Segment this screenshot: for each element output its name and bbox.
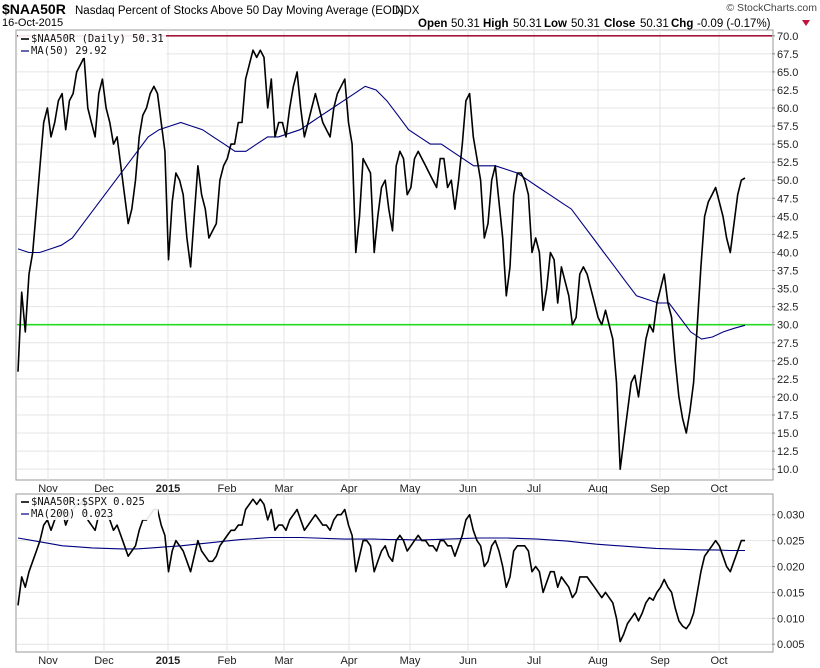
main-y-tick-label: 10.0: [777, 464, 798, 476]
chg-value: -0.09 (-0.17%): [697, 18, 771, 30]
main-x-tick-label: Jul: [527, 483, 541, 495]
lower-x-tick-label: Dec: [94, 655, 114, 667]
lower-y-axis: 0.030 0.025 0.020 0.015 0.010 0.005: [772, 510, 805, 651]
main-y-tick-label: 50.0: [777, 175, 798, 187]
lower-x-tick-label: Sep: [650, 655, 670, 667]
main-x-tick-label: May: [400, 483, 421, 495]
chart-date: 16-Oct-2015: [2, 17, 63, 29]
lower-x-tick-label: Apr: [340, 655, 357, 667]
main-x-tick-label: Apr: [340, 483, 357, 495]
lower-legend-box: [18, 496, 158, 520]
chart-symbol: $NAA50R: [2, 1, 66, 17]
main-x-tick-label: Aug: [588, 483, 608, 495]
high-label: High: [483, 18, 509, 30]
close-value: 50.31: [640, 18, 669, 30]
lower-x-tick-label: Feb: [218, 655, 237, 667]
lower-y-tick-label: 0.015: [777, 587, 805, 599]
main-y-tick-label: 45.0: [777, 211, 798, 223]
lower-x-tick-label: Jun: [459, 655, 477, 667]
close-label: Close: [604, 18, 635, 30]
low-label: Low: [544, 18, 567, 30]
main-x-tick-label: Dec: [94, 483, 114, 495]
main-x-tick-label: Feb: [218, 483, 237, 495]
main-y-tick-label: 55.0: [777, 139, 798, 151]
lower-x-tick-label: 2015: [156, 655, 180, 667]
main-x-tick-label: Oct: [710, 483, 727, 495]
open-label: Open: [418, 18, 447, 30]
open-value: 50.31: [451, 18, 480, 30]
main-y-tick-label: 70.0: [777, 31, 798, 43]
main-y-tick-label: 47.5: [777, 193, 798, 205]
lower-panel: Nov Dec 2015 Feb Mar Apr May Jun Jul Aug Sep Oct 0.…: [15, 493, 805, 667]
lower-y-tick-label: 0.010: [777, 613, 805, 625]
lower-y-tick-label: 0.025: [777, 536, 805, 548]
main-panel: Nov Dec 2015 Feb Mar Apr May Jun Jul Aug Sep Oct 70…: [15, 29, 798, 495]
main-y-tick-label: 30.0: [777, 320, 798, 332]
main-y-tick-label: 40.0: [777, 247, 798, 259]
main-y-tick-label: 20.0: [777, 392, 798, 404]
lower-x-tick-label: May: [400, 655, 421, 667]
main-y-tick-label: 62.5: [777, 85, 798, 97]
main-y-tick-label: 15.0: [777, 428, 798, 440]
main-y-tick-label: 22.5: [777, 374, 798, 386]
main-x-tick-label: Nov: [38, 483, 58, 495]
main-y-axis: 70.0 67.5 65.0 62.5 60.0 57.5 55.0 52.5 50.0 47.5…: [772, 31, 798, 476]
lower-legend-2: MA(200) 0.023: [31, 508, 113, 520]
lower-x-tick-label: Aug: [588, 655, 608, 667]
lower-x-axis: Nov Dec 2015 Feb Mar Apr May Jun Jul Aug Sep Oct: [38, 655, 727, 667]
main-y-tick-label: 67.5: [777, 49, 798, 61]
main-y-tick-label: 25.0: [777, 356, 798, 368]
main-y-tick-label: 57.5: [777, 121, 798, 133]
lower-x-tick-label: Jul: [527, 655, 541, 667]
ratio-line: [17, 498, 745, 643]
lower-x-tick-label: Mar: [275, 655, 294, 667]
main-x-tick-label: Mar: [275, 483, 294, 495]
lower-y-tick-label: 0.030: [777, 510, 805, 522]
main-x-tick-label: Sep: [650, 483, 670, 495]
main-y-tick-label: 17.5: [777, 410, 798, 422]
main-y-tick-label: 65.0: [777, 67, 798, 79]
main-x-axis: Nov Dec 2015 Feb Mar Apr May Jun Jul Aug Sep Oct: [38, 483, 727, 495]
watermark: © StockCharts.com: [726, 2, 817, 14]
low-value: 50.31: [571, 18, 600, 30]
chg-label: Chg: [671, 18, 693, 30]
high-value: 50.31: [513, 18, 542, 30]
chart-description: Nasdaq Percent of Stocks Above 50 Day Mo…: [75, 5, 404, 17]
main-plot-frame: [15, 29, 774, 481]
ma50-line: [17, 85, 746, 340]
triangle-down-icon: [802, 20, 810, 26]
lower-x-tick-label: Nov: [38, 655, 58, 667]
main-x-tick-label: 2015: [156, 483, 180, 495]
ma200-line: [17, 536, 745, 552]
main-y-tick-label: 32.5: [777, 302, 798, 314]
lower-legend-1: $NAA50R:$SPX 0.025: [31, 496, 145, 508]
chart-exchange: INDX: [392, 5, 420, 17]
main-y-tick-label: 37.5: [777, 266, 798, 278]
naa50r-line: [17, 49, 746, 470]
main-y-tick-label: 60.0: [777, 103, 798, 115]
lower-y-tick-label: 0.020: [777, 562, 805, 574]
main-legend-1: $NAA50R (Daily) 50.31: [31, 33, 164, 45]
main-y-tick-label: 35.0: [777, 284, 798, 296]
main-legend-2: MA(50) 29.92: [31, 45, 107, 57]
main-legend-box: [18, 32, 166, 58]
lower-x-tick-label: Oct: [710, 655, 727, 667]
main-y-tick-label: 27.5: [777, 338, 798, 350]
main-y-tick-label: 12.5: [777, 446, 798, 458]
lower-y-tick-label: 0.005: [777, 639, 805, 651]
main-y-tick-label: 52.5: [777, 157, 798, 169]
main-y-tick-label: 42.5: [777, 229, 798, 241]
main-x-tick-label: Jun: [459, 483, 477, 495]
